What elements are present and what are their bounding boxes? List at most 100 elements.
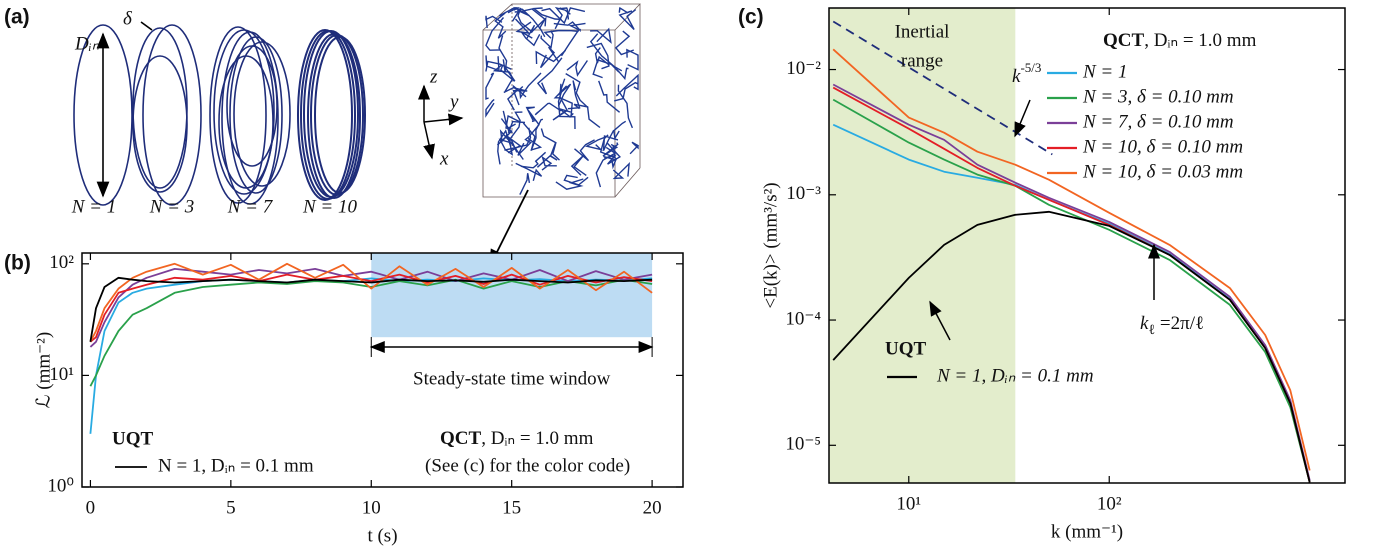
- x-axis-label: t (s): [367, 525, 397, 546]
- legend-note: (See (c) for the color code): [425, 455, 630, 476]
- vortex-filament: [618, 9, 637, 30]
- text-part: QCT: [1103, 30, 1145, 51]
- vortex-filament: [598, 80, 621, 113]
- text-part: -5/3: [1020, 60, 1041, 75]
- vortex-filament: [566, 60, 588, 77]
- vortex-filament: [485, 98, 495, 118]
- vortex-filament: [514, 18, 532, 35]
- y-axis-label: ℒ (mm⁻²): [33, 332, 54, 408]
- rings-schematic: [73, 21, 366, 206]
- text-part: k: [1012, 66, 1021, 87]
- x-tick-label: 10²: [1097, 493, 1122, 514]
- vortex-filament: [494, 12, 507, 39]
- vortex-filament: [604, 142, 621, 165]
- legend-label: N = 7, δ = 0.10 mm: [1082, 111, 1234, 132]
- legend-label: N = 10, δ = 0.10 mm: [1082, 136, 1243, 157]
- x-tick-label: 20: [643, 497, 662, 518]
- vortex-filament: [543, 29, 579, 39]
- series-line: [89, 276, 653, 342]
- vortex-filament: [518, 72, 542, 100]
- composite-text: k-5/3: [1012, 60, 1041, 87]
- y-tick-label: 10⁻⁴: [785, 308, 821, 329]
- vortex-filament: [613, 120, 627, 141]
- ring-label: N = 7: [227, 196, 274, 217]
- vortex-filament: [626, 48, 639, 71]
- vortex-cube: [482, 3, 641, 198]
- vortex-filament: [615, 67, 629, 81]
- x-tick-label: 5: [226, 497, 236, 518]
- vortex-filament: [574, 139, 595, 162]
- vortex-filament: [584, 136, 605, 151]
- text-part: , Dᵢₙ = 1.0 mm: [481, 428, 593, 449]
- vortex-filament: [590, 27, 612, 44]
- panel-label: (b): [4, 252, 31, 275]
- axis-letter: z: [429, 66, 438, 87]
- x-axis-label: k (mm⁻¹): [1051, 521, 1123, 542]
- x-tick-label: 0: [86, 497, 96, 518]
- vortex-filament: [565, 73, 589, 109]
- legend-label: N = 1, Dᵢₙ = 0.1 mm: [936, 365, 1094, 386]
- d-in-label: Dᵢₙ: [74, 33, 100, 54]
- legend-title: UQT: [885, 338, 927, 359]
- vortex-filament: [602, 130, 619, 151]
- y-tick-label: 10⁻³: [786, 183, 821, 204]
- y-tick-label: 10²: [49, 252, 74, 273]
- vortex-filament: [553, 21, 581, 33]
- ring-label: N = 10: [302, 196, 357, 217]
- y-axis-label: <E(k)> (mm³/s²): [760, 182, 781, 308]
- vortex-filament: [563, 174, 589, 186]
- vortex-filament: [507, 7, 530, 17]
- panel-label: (a): [4, 6, 30, 29]
- composite-text: QCT, Dᵢₙ = 1.0 mm: [1103, 30, 1257, 51]
- axis-letter: x: [439, 148, 449, 169]
- vortex-filament: [540, 128, 560, 161]
- vortex-filament: [557, 78, 572, 107]
- vortex-filament: [497, 129, 511, 165]
- vortex-filament: [524, 109, 540, 141]
- vortex-filament: [525, 106, 535, 123]
- vortex-filament: [618, 6, 631, 14]
- vortex-filament: [485, 17, 505, 51]
- text-part: =2π/ℓ: [1155, 313, 1204, 334]
- text-part: QCT: [440, 428, 482, 449]
- x-tick-label: 10¹: [896, 493, 921, 514]
- legend-label: N = 1: [1082, 61, 1128, 82]
- vortex-filament: [570, 155, 587, 176]
- x-tick-label: 15: [502, 497, 521, 518]
- text-part: k: [1140, 313, 1149, 334]
- legend-title: UQT: [112, 428, 154, 449]
- vortex-filament: [535, 49, 567, 65]
- vortex-filament: [602, 142, 619, 157]
- ring-label: N = 3: [149, 196, 195, 217]
- vortex-filament: [536, 57, 563, 95]
- vortex-filament: [558, 7, 570, 20]
- vortex-filament: [507, 111, 523, 142]
- vortex-filament: [505, 114, 520, 130]
- vortex-filament: [519, 173, 531, 195]
- series-line: [832, 83, 1311, 481]
- vortex-filament: [520, 151, 547, 169]
- vortex-filament: [552, 83, 568, 121]
- composite-text: kℓ =2π/ℓ: [1140, 313, 1204, 338]
- vortex-filament: [589, 33, 623, 72]
- vortex-filament: [567, 80, 581, 110]
- series-line: [832, 48, 1311, 471]
- legend-label: N = 10, δ = 0.03 mm: [1082, 161, 1243, 182]
- text-part: , Dᵢₙ = 1.0 mm: [1144, 30, 1256, 51]
- shade-label: range: [901, 50, 943, 71]
- plot-frame: [81, 252, 684, 488]
- vortex-filament: [526, 16, 547, 40]
- y-tick-label: 10⁻⁵: [785, 434, 821, 455]
- y-tick-label: 10¹: [49, 364, 74, 385]
- vortex-filament: [531, 7, 562, 21]
- vortex-filament: [614, 30, 635, 56]
- vortex-filament: [485, 72, 495, 100]
- vortex-filament: [503, 86, 528, 106]
- text-part: ℓ: [1148, 323, 1155, 338]
- delta-label: δ: [123, 8, 133, 29]
- vortex-filament: [586, 42, 610, 70]
- series-line: [89, 268, 653, 348]
- plot-frame: [828, 7, 1346, 484]
- vortex-filament: [507, 85, 527, 111]
- vortex-filament: [492, 64, 514, 92]
